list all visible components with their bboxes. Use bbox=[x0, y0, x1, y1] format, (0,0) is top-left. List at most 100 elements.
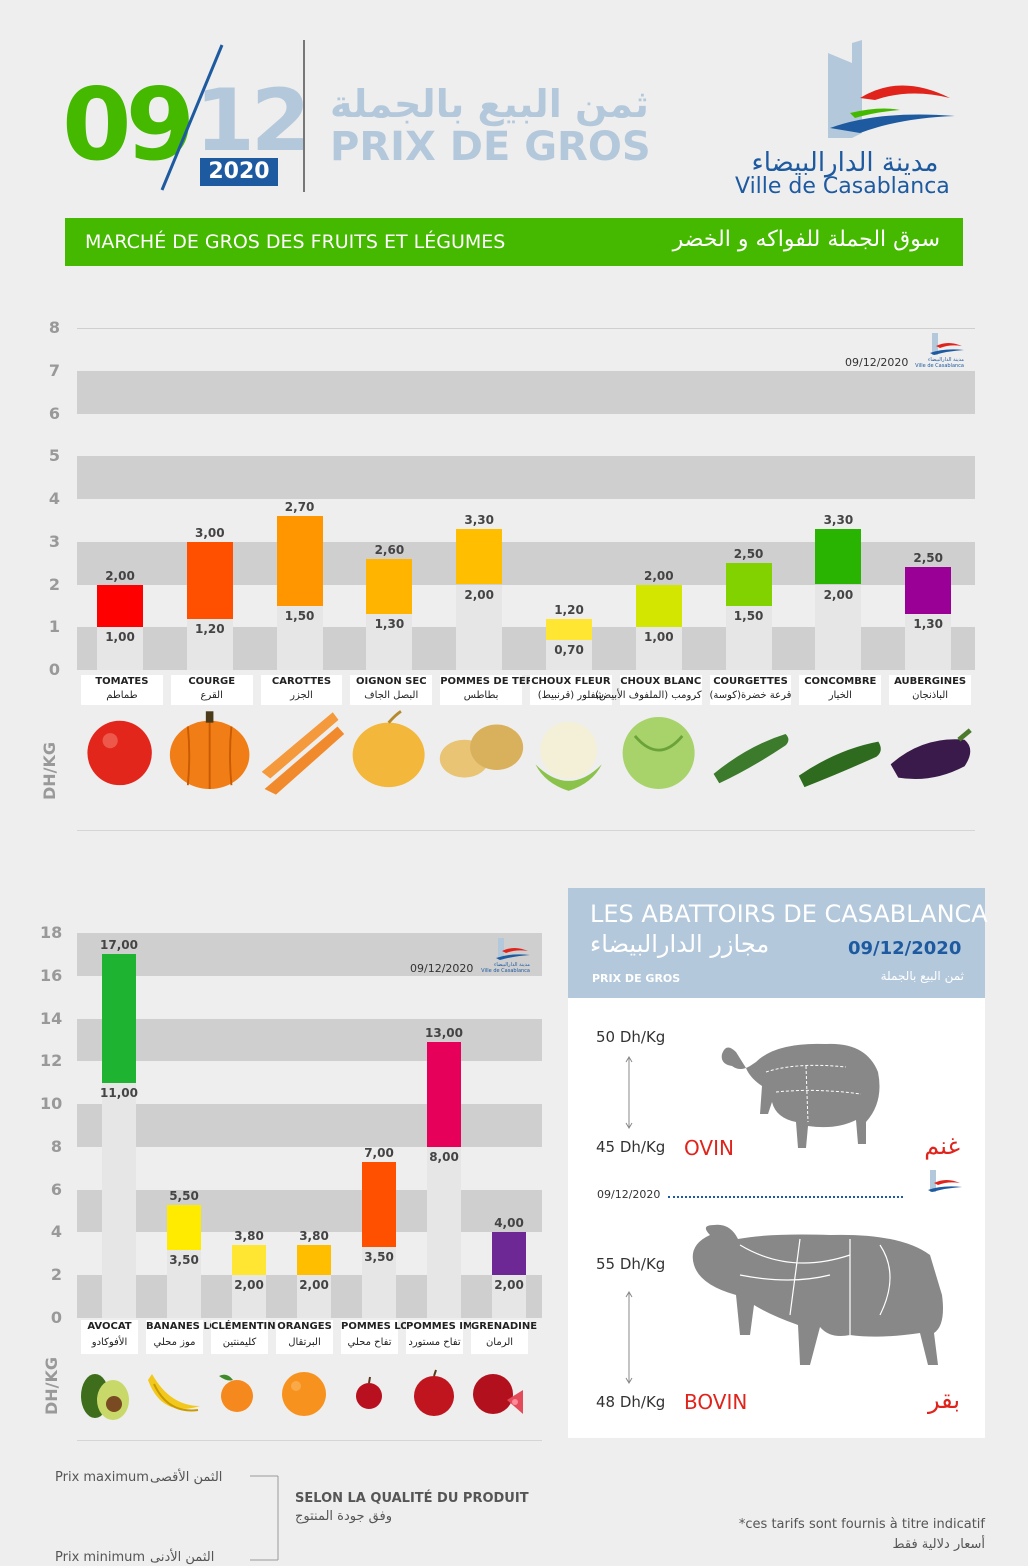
max-value-label: 3,80 bbox=[234, 1229, 264, 1244]
chart2-unit-label: DH/KG bbox=[42, 1356, 61, 1415]
category-label-ar: شفلور (قرنبيط) bbox=[537, 690, 605, 701]
category-label-box: BANANES LOC. موز محلي bbox=[146, 1320, 229, 1354]
chart2-logo-fr: Ville de Casablanca bbox=[481, 968, 530, 974]
grid-band bbox=[77, 1018, 542, 1062]
y-tick-label: 8 bbox=[50, 1136, 62, 1156]
max-value-label: 4,00 bbox=[494, 1216, 524, 1231]
bovin-label: BOVIN bbox=[684, 1390, 748, 1414]
grid-band bbox=[77, 1104, 542, 1147]
category-label-fr: CONCOMBRE bbox=[804, 676, 877, 687]
bar-base bbox=[815, 584, 862, 670]
category-label-fr: CAROTTES bbox=[271, 676, 332, 687]
note-ar: أسعار دلالية فقط bbox=[892, 1537, 985, 1552]
chart1-bottom-rule bbox=[77, 830, 975, 831]
bar-range bbox=[167, 1204, 201, 1250]
date-month: 12 bbox=[195, 71, 311, 171]
bar-base bbox=[362, 1247, 396, 1318]
category-label-fr: POMMES IMP. bbox=[406, 1321, 483, 1332]
category-label-box: POMMES DE TERRE بطاطس bbox=[440, 675, 548, 705]
max-value-label: 2,50 bbox=[733, 547, 764, 562]
y-tick-label: 18 bbox=[40, 923, 63, 942]
bar-base bbox=[297, 1275, 331, 1318]
category-label-ar: الرمان bbox=[485, 1337, 514, 1348]
abattoirs-divider-date: 09/12/2020 bbox=[597, 1188, 661, 1201]
bar-range bbox=[456, 528, 503, 585]
category-label-box: ORANGES البرتقال bbox=[276, 1320, 333, 1354]
category-label-ar: كليمنتين bbox=[222, 1337, 257, 1348]
category-label-box: POMMES LOC. تفاح محلي bbox=[341, 1320, 420, 1354]
bar-range bbox=[905, 567, 952, 615]
bar-base bbox=[905, 614, 952, 670]
min-value-label: 0,70 bbox=[554, 643, 584, 658]
legend-max-fr: Prix maximum bbox=[55, 1470, 149, 1485]
bar-base bbox=[102, 1082, 136, 1318]
cucumber-icon bbox=[795, 705, 885, 800]
bar-base bbox=[456, 584, 503, 670]
max-value-label: 3,30 bbox=[464, 512, 494, 527]
min-value-label: 1,30 bbox=[913, 617, 943, 632]
min-value-label: 2,00 bbox=[464, 587, 494, 602]
chart1-logo-icon: مدينة الدارالبيضاء Ville de Casablanca bbox=[915, 333, 964, 369]
legend-min-fr: Prix minimum bbox=[55, 1550, 146, 1565]
bar-range bbox=[276, 516, 323, 606]
category-label-box: CLÉMENTINE كليمنتين bbox=[211, 1320, 282, 1354]
category-label-box: GRENADINE الرمان bbox=[471, 1320, 537, 1354]
header-divider bbox=[303, 40, 305, 192]
min-value-label: 8,00 bbox=[429, 1149, 459, 1164]
banner-arabic: سوق الجملة للفواكه و الخضر bbox=[672, 227, 940, 252]
category-label-ar: طماطم bbox=[106, 690, 138, 701]
bar-base bbox=[725, 605, 772, 670]
cow-icon bbox=[692, 1224, 943, 1365]
ovin-label-ar: غنم bbox=[924, 1132, 960, 1160]
bar-range bbox=[362, 1161, 396, 1248]
category-label-box: CAROTTES الجزر bbox=[260, 675, 343, 705]
min-value-label: 2,00 bbox=[299, 1278, 329, 1293]
category-label-ar: الجزر bbox=[290, 690, 313, 701]
min-value-label: 2,00 bbox=[494, 1278, 524, 1293]
min-value-label: 2,00 bbox=[234, 1278, 264, 1293]
abattoirs-logo-icon bbox=[928, 1170, 962, 1192]
banana-icon bbox=[142, 1360, 207, 1425]
grid-top-line bbox=[77, 933, 542, 934]
local-apple-icon bbox=[337, 1360, 402, 1425]
category-label-ar: البصل الجاف bbox=[364, 690, 419, 701]
grid-band bbox=[77, 933, 542, 976]
potato-icon bbox=[436, 705, 526, 800]
category-label-ar: بطاطس bbox=[463, 690, 499, 701]
category-label-fr: POMMES DE TERRE bbox=[440, 676, 548, 687]
bar-range bbox=[427, 1042, 461, 1147]
bar-base bbox=[546, 640, 592, 670]
category-label-fr: CHOUX BLANC bbox=[620, 676, 702, 687]
legend-max-ar: الثمن الأقصى bbox=[150, 1470, 223, 1485]
legend-quality-fr: SELON LA QUALITÉ DU PRODUIT bbox=[295, 1491, 529, 1506]
bar-base bbox=[366, 614, 413, 670]
chart1-date: 09/12/2020 bbox=[845, 356, 909, 369]
tomato-icon bbox=[77, 705, 167, 800]
ovin-min-price: 45 Dh/Kg bbox=[596, 1138, 666, 1156]
grid-band bbox=[77, 1189, 542, 1233]
max-value-label: 2,50 bbox=[913, 551, 943, 566]
y-tick-label: 3 bbox=[48, 531, 60, 551]
category-label-fr: TOMATES bbox=[95, 676, 149, 687]
abattoirs-title-ar: مجازر الدارالبيضاء bbox=[590, 930, 770, 958]
category-label-fr: ORANGES bbox=[277, 1321, 332, 1332]
orange-icon bbox=[272, 1360, 337, 1425]
abattoirs-header bbox=[568, 888, 985, 998]
bar-base bbox=[167, 1249, 201, 1318]
category-label-box: COURGE القرع bbox=[170, 675, 253, 705]
bar-range bbox=[725, 563, 772, 606]
y-tick-label: 1 bbox=[48, 617, 60, 637]
category-label-ar: القرع bbox=[200, 690, 223, 701]
bar-range bbox=[232, 1245, 266, 1276]
grid-band bbox=[77, 370, 975, 414]
cabbage-icon bbox=[616, 705, 706, 800]
date-day: 09 bbox=[62, 66, 195, 183]
max-value-label: 3,30 bbox=[823, 512, 854, 527]
title-french: PRIX DE GROS bbox=[330, 124, 651, 170]
max-value-label: 3,80 bbox=[299, 1229, 329, 1244]
bovin-range-arrow-icon bbox=[625, 1291, 633, 1384]
min-value-label: 1,00 bbox=[105, 630, 135, 645]
category-label-box: AUBERGINES الباذنجان bbox=[889, 675, 971, 705]
category-label-fr: AUBERGINES bbox=[894, 676, 967, 687]
bar-base bbox=[186, 618, 233, 670]
